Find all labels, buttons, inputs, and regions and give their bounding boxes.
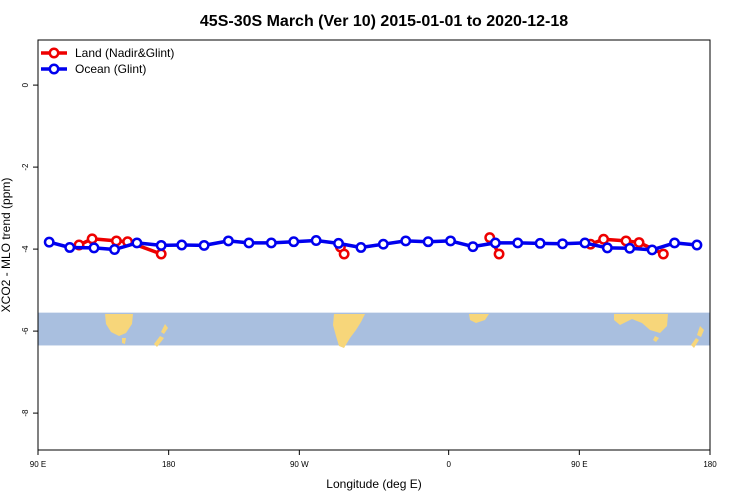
x-tick-label: 0: [446, 460, 451, 469]
data-point-land: [493, 248, 505, 260]
data-point-ocean: [355, 242, 367, 253]
map-landmass: [122, 338, 126, 344]
x-tick-label: 90 E: [571, 460, 587, 469]
map-landmass: [154, 336, 164, 347]
series-layer: [43, 232, 703, 260]
data-point-ocean: [624, 242, 636, 254]
data-point-land: [110, 235, 122, 247]
data-point-ocean: [109, 244, 120, 255]
legend-marker-land: [48, 47, 60, 59]
data-point-ocean: [43, 236, 55, 248]
data-point-ocean: [691, 239, 703, 251]
legend: Land (Nadir&Glint) Ocean (Glint): [41, 46, 174, 76]
legend-marker-ocean: [48, 63, 60, 75]
data-point-ocean: [557, 238, 568, 250]
y-tick-label: -6: [21, 327, 30, 335]
data-point-ocean: [579, 237, 591, 249]
y-axis-label: XCO2 - MLO trend (ppm): [0, 178, 13, 313]
data-point-ocean: [377, 238, 389, 250]
data-point-ocean: [243, 237, 255, 249]
data-point-ocean: [176, 239, 188, 251]
axis-ticks: 90 E 180 90 W 0 90 E 180 0 -2 -4 -6 -8: [21, 82, 717, 469]
map-landmass: [614, 314, 668, 333]
legend-label-ocean: Ocean (Glint): [75, 62, 146, 76]
data-point-ocean: [467, 241, 479, 253]
data-point-land: [155, 248, 167, 260]
y-tick-label: -2: [21, 163, 30, 171]
data-point-land: [633, 237, 645, 248]
chart-title: 45S-30S March (Ver 10) 2015-01-01 to 202…: [200, 13, 568, 30]
x-tick-label: 180: [162, 460, 176, 469]
map-ocean-band: [38, 312, 710, 346]
data-point-land: [598, 233, 610, 245]
map-landmass: [105, 314, 133, 336]
data-point-ocean: [198, 239, 210, 251]
series-land: [73, 232, 669, 260]
data-point-ocean: [310, 235, 322, 246]
legend-label-land: Land (Nadir&Glint): [75, 46, 174, 60]
data-point-land: [338, 248, 350, 260]
x-axis-label: Longitude (deg E): [326, 477, 421, 491]
data-point-land: [657, 248, 669, 260]
data-point-ocean: [601, 242, 613, 254]
x-tick-label: 90 W: [290, 460, 309, 469]
data-point-ocean: [489, 237, 501, 249]
data-point-land: [86, 233, 98, 245]
data-point-ocean: [400, 235, 412, 247]
data-point-ocean: [288, 236, 300, 248]
y-tick-label: -8: [21, 409, 30, 417]
data-point-ocean: [64, 242, 76, 253]
plot-frame: [37, 39, 711, 451]
data-point-ocean: [445, 235, 456, 247]
data-point-ocean: [131, 237, 143, 249]
data-point-ocean: [333, 237, 344, 249]
map-landmass: [697, 326, 704, 337]
data-point-ocean: [534, 237, 546, 249]
y-tick-label: -4: [21, 245, 30, 253]
map-landmass: [469, 314, 489, 323]
data-point-ocean: [265, 237, 277, 249]
y-tick-label: 0: [21, 82, 30, 87]
map-landmass: [653, 336, 659, 342]
x-tick-label: 90 E: [30, 460, 46, 469]
data-point-ocean: [669, 237, 680, 249]
background-map: [38, 312, 710, 348]
data-point-ocean: [646, 244, 658, 256]
map-landmass: [691, 338, 699, 348]
map-landmass: [333, 314, 365, 348]
data-point-ocean: [512, 237, 524, 249]
x-tick-label: 180: [703, 460, 717, 469]
data-point-ocean: [222, 235, 234, 247]
data-point-ocean: [88, 242, 100, 254]
map-landmass: [161, 324, 168, 334]
data-point-ocean: [155, 239, 167, 251]
series-ocean: [43, 235, 703, 256]
data-point-ocean: [422, 236, 434, 248]
